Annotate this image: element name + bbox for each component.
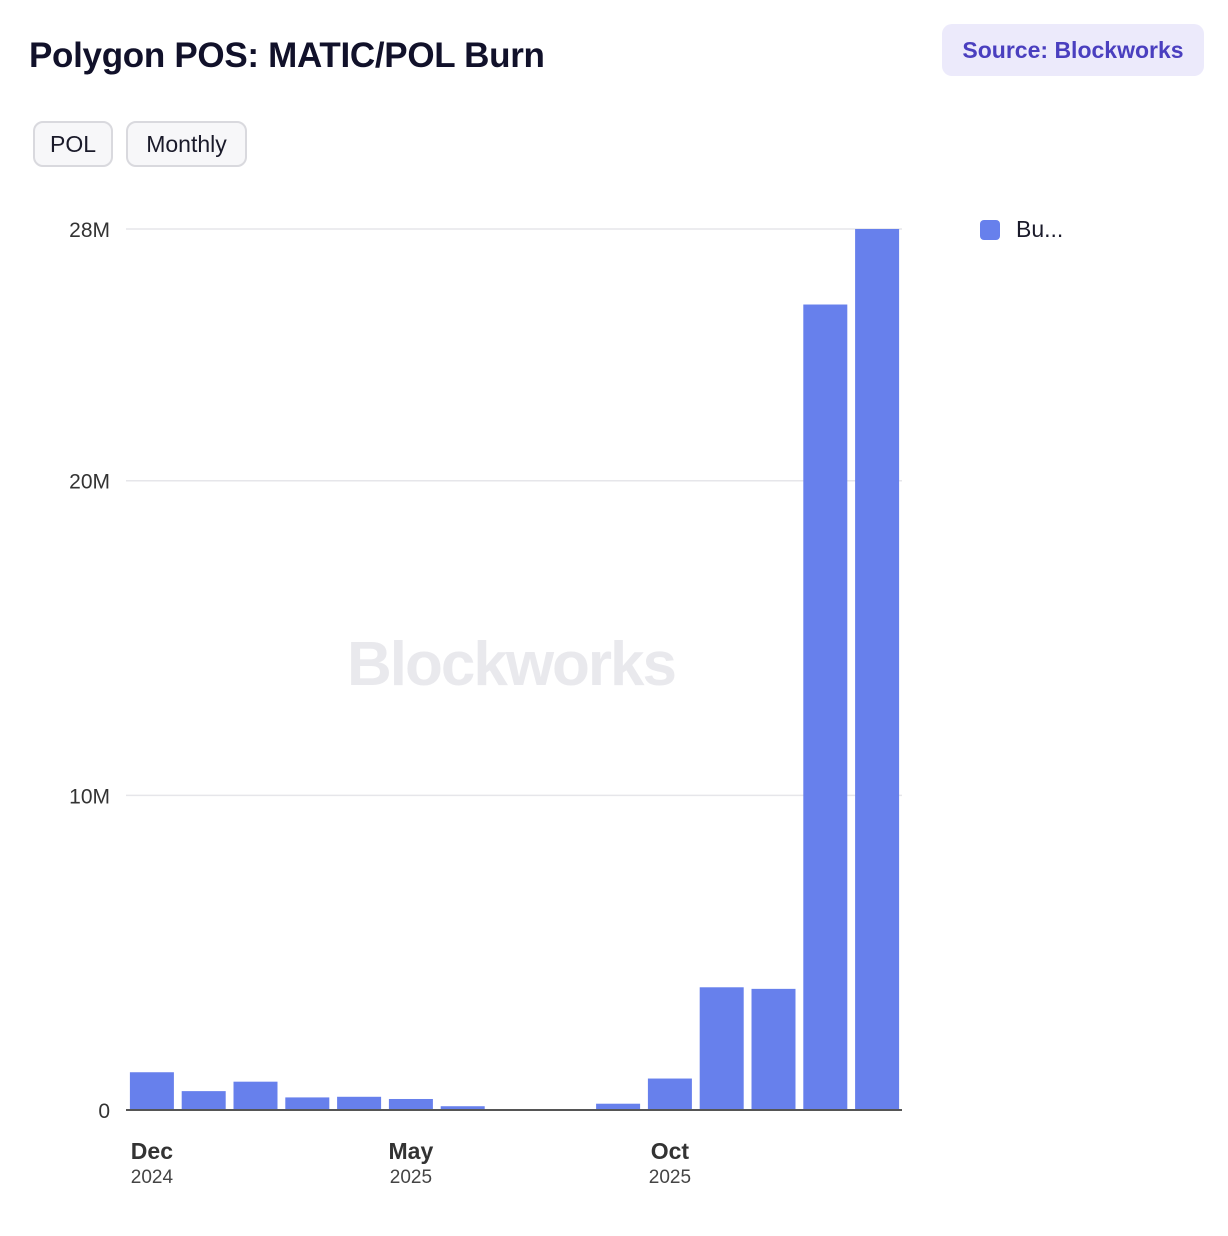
source-badge[interactable]: Source: Blockworks — [942, 24, 1204, 76]
period-selector-button[interactable]: Monthly — [126, 121, 247, 167]
bar[interactable] — [233, 1081, 278, 1110]
y-tick-label: 20M — [69, 471, 110, 494]
bar[interactable] — [337, 1096, 382, 1110]
bar[interactable] — [855, 229, 900, 1110]
x-tick-label: Oct — [651, 1138, 690, 1164]
legend-label: Bu... — [1016, 216, 1064, 242]
x-tick-label: May — [389, 1138, 434, 1164]
y-tick-label: 28M — [69, 219, 110, 242]
x-tick-sublabel: 2025 — [390, 1167, 432, 1188]
bar[interactable] — [440, 1106, 485, 1110]
x-tick-sublabel: 2025 — [649, 1167, 691, 1188]
y-axis-ticks: 0 10M 20M 28M — [69, 219, 110, 1123]
bar[interactable] — [181, 1091, 226, 1110]
x-tick-label: Dec — [131, 1138, 173, 1164]
bar[interactable] — [647, 1078, 692, 1110]
grid-lines — [126, 228, 902, 797]
bars — [129, 229, 900, 1110]
page-title: Polygon POS: MATIC/POL Burn — [29, 36, 545, 75]
bar[interactable] — [285, 1097, 330, 1110]
unit-selector-button[interactable]: POL — [33, 121, 113, 167]
y-tick-label: 10M — [69, 785, 110, 808]
legend[interactable]: Bu... — [980, 216, 1063, 243]
bar[interactable] — [129, 1072, 174, 1110]
watermark-text: Blockworks — [347, 630, 675, 699]
x-tick-sublabel: 2024 — [131, 1167, 174, 1188]
bar[interactable] — [803, 304, 848, 1110]
bar[interactable] — [388, 1098, 433, 1110]
legend-swatch — [980, 219, 1000, 240]
x-axis-ticks: Dec 2024 May 2025 Oct 2025 — [131, 1138, 691, 1188]
bar[interactable] — [596, 1103, 641, 1110]
y-tick-label: 0 — [98, 1100, 110, 1123]
bar[interactable] — [699, 987, 744, 1110]
bar[interactable] — [751, 988, 796, 1110]
